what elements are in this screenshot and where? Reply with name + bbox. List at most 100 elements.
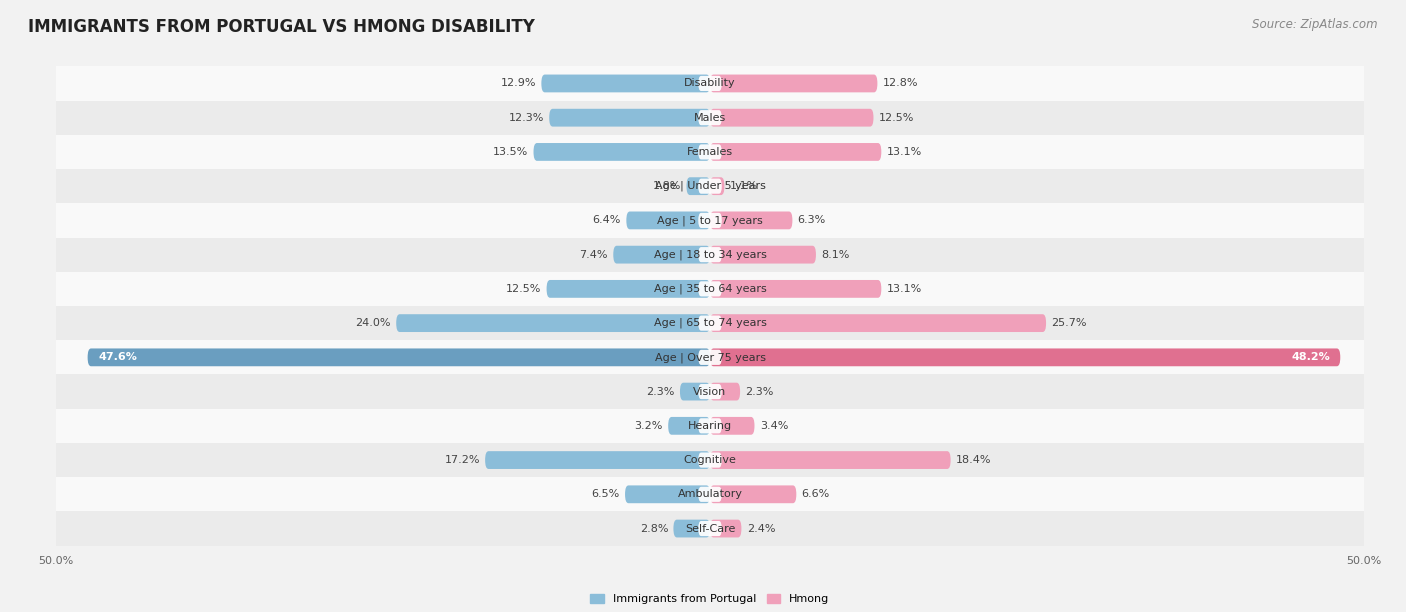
FancyBboxPatch shape: [396, 314, 710, 332]
Text: 3.4%: 3.4%: [759, 421, 789, 431]
Text: Vision: Vision: [693, 387, 727, 397]
Legend: Immigrants from Portugal, Hmong: Immigrants from Portugal, Hmong: [586, 589, 834, 609]
Text: 13.5%: 13.5%: [494, 147, 529, 157]
Text: 17.2%: 17.2%: [444, 455, 479, 465]
FancyBboxPatch shape: [668, 417, 710, 435]
Text: Males: Males: [695, 113, 725, 122]
Text: 18.4%: 18.4%: [956, 455, 991, 465]
Text: 2.3%: 2.3%: [745, 387, 773, 397]
FancyBboxPatch shape: [699, 316, 721, 330]
FancyBboxPatch shape: [710, 143, 882, 161]
FancyBboxPatch shape: [710, 177, 724, 195]
Text: 2.3%: 2.3%: [647, 387, 675, 397]
Text: 7.4%: 7.4%: [579, 250, 607, 259]
Text: 24.0%: 24.0%: [356, 318, 391, 328]
FancyBboxPatch shape: [710, 246, 815, 264]
Text: 2.4%: 2.4%: [747, 523, 775, 534]
Text: 25.7%: 25.7%: [1052, 318, 1087, 328]
FancyBboxPatch shape: [56, 100, 1364, 135]
Text: 6.4%: 6.4%: [593, 215, 621, 225]
FancyBboxPatch shape: [699, 144, 721, 160]
FancyBboxPatch shape: [56, 477, 1364, 512]
FancyBboxPatch shape: [699, 247, 721, 262]
Text: 12.3%: 12.3%: [509, 113, 544, 122]
Text: 12.8%: 12.8%: [883, 78, 918, 89]
FancyBboxPatch shape: [699, 452, 721, 468]
FancyBboxPatch shape: [699, 487, 721, 502]
FancyBboxPatch shape: [533, 143, 710, 161]
FancyBboxPatch shape: [56, 237, 1364, 272]
Text: 1.1%: 1.1%: [730, 181, 758, 191]
FancyBboxPatch shape: [710, 75, 877, 92]
Text: Age | 5 to 17 years: Age | 5 to 17 years: [657, 215, 763, 226]
FancyBboxPatch shape: [710, 314, 1046, 332]
FancyBboxPatch shape: [56, 272, 1364, 306]
Text: 6.6%: 6.6%: [801, 490, 830, 499]
FancyBboxPatch shape: [485, 451, 710, 469]
FancyBboxPatch shape: [87, 348, 710, 366]
FancyBboxPatch shape: [710, 382, 740, 400]
Text: 3.2%: 3.2%: [634, 421, 664, 431]
FancyBboxPatch shape: [547, 280, 710, 298]
Text: 12.5%: 12.5%: [506, 284, 541, 294]
Text: 1.8%: 1.8%: [652, 181, 682, 191]
FancyBboxPatch shape: [710, 280, 882, 298]
FancyBboxPatch shape: [626, 485, 710, 503]
Text: 12.5%: 12.5%: [879, 113, 914, 122]
FancyBboxPatch shape: [710, 109, 873, 127]
FancyBboxPatch shape: [56, 409, 1364, 443]
Text: 12.9%: 12.9%: [501, 78, 536, 89]
FancyBboxPatch shape: [710, 348, 1340, 366]
Text: 6.3%: 6.3%: [797, 215, 825, 225]
Text: IMMIGRANTS FROM PORTUGAL VS HMONG DISABILITY: IMMIGRANTS FROM PORTUGAL VS HMONG DISABI…: [28, 18, 536, 36]
FancyBboxPatch shape: [699, 110, 721, 125]
Text: 13.1%: 13.1%: [887, 147, 922, 157]
FancyBboxPatch shape: [550, 109, 710, 127]
FancyBboxPatch shape: [710, 451, 950, 469]
FancyBboxPatch shape: [613, 246, 710, 264]
Text: Age | Over 75 years: Age | Over 75 years: [655, 352, 765, 362]
Text: Age | 65 to 74 years: Age | 65 to 74 years: [654, 318, 766, 329]
FancyBboxPatch shape: [710, 212, 793, 230]
FancyBboxPatch shape: [699, 384, 721, 399]
FancyBboxPatch shape: [626, 212, 710, 230]
FancyBboxPatch shape: [699, 418, 721, 433]
FancyBboxPatch shape: [56, 306, 1364, 340]
Text: Source: ZipAtlas.com: Source: ZipAtlas.com: [1253, 18, 1378, 31]
Text: 6.5%: 6.5%: [592, 490, 620, 499]
Text: Females: Females: [688, 147, 733, 157]
FancyBboxPatch shape: [699, 76, 721, 91]
Text: Disability: Disability: [685, 78, 735, 89]
FancyBboxPatch shape: [710, 417, 755, 435]
FancyBboxPatch shape: [673, 520, 710, 537]
Text: 48.2%: 48.2%: [1291, 353, 1330, 362]
FancyBboxPatch shape: [699, 521, 721, 536]
Text: Cognitive: Cognitive: [683, 455, 737, 465]
FancyBboxPatch shape: [699, 213, 721, 228]
Text: 2.8%: 2.8%: [640, 523, 668, 534]
FancyBboxPatch shape: [710, 520, 741, 537]
FancyBboxPatch shape: [699, 282, 721, 296]
Text: 13.1%: 13.1%: [887, 284, 922, 294]
FancyBboxPatch shape: [686, 177, 710, 195]
FancyBboxPatch shape: [699, 179, 721, 194]
Text: Age | 18 to 34 years: Age | 18 to 34 years: [654, 250, 766, 260]
FancyBboxPatch shape: [710, 485, 796, 503]
FancyBboxPatch shape: [56, 203, 1364, 237]
FancyBboxPatch shape: [56, 375, 1364, 409]
FancyBboxPatch shape: [681, 382, 710, 400]
FancyBboxPatch shape: [56, 512, 1364, 546]
FancyBboxPatch shape: [541, 75, 710, 92]
FancyBboxPatch shape: [699, 350, 721, 365]
FancyBboxPatch shape: [56, 443, 1364, 477]
FancyBboxPatch shape: [56, 169, 1364, 203]
Text: 8.1%: 8.1%: [821, 250, 849, 259]
FancyBboxPatch shape: [56, 340, 1364, 375]
Text: Age | 35 to 64 years: Age | 35 to 64 years: [654, 283, 766, 294]
FancyBboxPatch shape: [56, 135, 1364, 169]
Text: 47.6%: 47.6%: [98, 353, 136, 362]
FancyBboxPatch shape: [56, 66, 1364, 100]
Text: Hearing: Hearing: [688, 421, 733, 431]
Text: Self-Care: Self-Care: [685, 523, 735, 534]
Text: Ambulatory: Ambulatory: [678, 490, 742, 499]
